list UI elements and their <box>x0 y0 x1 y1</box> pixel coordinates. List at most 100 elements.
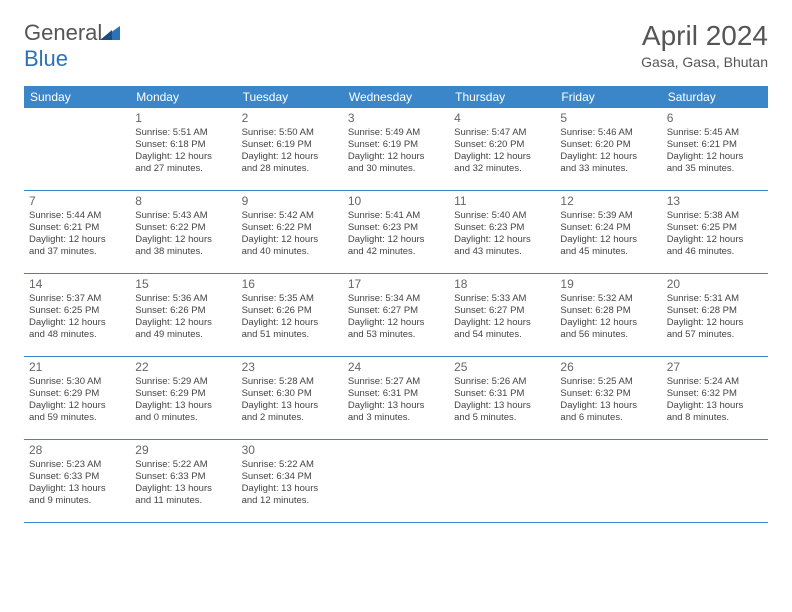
day-detail-line: and 59 minutes. <box>29 412 125 424</box>
day-detail-line: Sunset: 6:32 PM <box>560 388 656 400</box>
day-cell: 15Sunrise: 5:36 AMSunset: 6:26 PMDayligh… <box>130 274 236 356</box>
logo: GeneralBlue <box>24 20 120 72</box>
weekday-header: Saturday <box>662 86 768 108</box>
day-number: 22 <box>135 360 231 375</box>
day-detail-line: Daylight: 12 hours <box>29 317 125 329</box>
day-detail-line: and 30 minutes. <box>348 163 444 175</box>
day-cell: 25Sunrise: 5:26 AMSunset: 6:31 PMDayligh… <box>449 357 555 439</box>
day-cell: 18Sunrise: 5:33 AMSunset: 6:27 PMDayligh… <box>449 274 555 356</box>
day-detail-line: Daylight: 12 hours <box>242 234 338 246</box>
day-number: 28 <box>29 443 125 458</box>
day-detail-line: Sunrise: 5:25 AM <box>560 376 656 388</box>
day-detail-line: Sunrise: 5:22 AM <box>242 459 338 471</box>
day-detail-line: Sunrise: 5:42 AM <box>242 210 338 222</box>
week-row: 7Sunrise: 5:44 AMSunset: 6:21 PMDaylight… <box>24 191 768 274</box>
day-detail-line: Sunrise: 5:51 AM <box>135 127 231 139</box>
day-number: 27 <box>667 360 763 375</box>
day-detail-line: Daylight: 12 hours <box>454 317 550 329</box>
day-detail-line: Sunrise: 5:26 AM <box>454 376 550 388</box>
day-detail-line: Daylight: 12 hours <box>242 317 338 329</box>
day-number: 2 <box>242 111 338 126</box>
day-detail-line: Daylight: 13 hours <box>242 400 338 412</box>
day-number: 9 <box>242 194 338 209</box>
day-cell: 27Sunrise: 5:24 AMSunset: 6:32 PMDayligh… <box>662 357 768 439</box>
day-detail-line: Sunrise: 5:36 AM <box>135 293 231 305</box>
day-number: 11 <box>454 194 550 209</box>
day-number: 16 <box>242 277 338 292</box>
day-number: 29 <box>135 443 231 458</box>
day-number: 7 <box>29 194 125 209</box>
calendar: SundayMondayTuesdayWednesdayThursdayFrid… <box>24 86 768 523</box>
day-detail-line: Sunset: 6:20 PM <box>454 139 550 151</box>
day-detail-line: and 6 minutes. <box>560 412 656 424</box>
day-detail-line: Daylight: 13 hours <box>667 400 763 412</box>
title-block: April 2024 Gasa, Gasa, Bhutan <box>641 20 768 70</box>
day-detail-line: Sunset: 6:29 PM <box>135 388 231 400</box>
day-number: 10 <box>348 194 444 209</box>
day-detail-line: Sunrise: 5:44 AM <box>29 210 125 222</box>
day-detail-line: Sunrise: 5:40 AM <box>454 210 550 222</box>
day-detail-line: Sunset: 6:23 PM <box>348 222 444 234</box>
day-number: 3 <box>348 111 444 126</box>
day-cell: 13Sunrise: 5:38 AMSunset: 6:25 PMDayligh… <box>662 191 768 273</box>
weekday-header: Thursday <box>449 86 555 108</box>
day-number: 15 <box>135 277 231 292</box>
day-cell: 19Sunrise: 5:32 AMSunset: 6:28 PMDayligh… <box>555 274 661 356</box>
day-cell: 2Sunrise: 5:50 AMSunset: 6:19 PMDaylight… <box>237 108 343 190</box>
day-cell <box>24 108 130 190</box>
day-detail-line: Sunrise: 5:47 AM <box>454 127 550 139</box>
day-number: 18 <box>454 277 550 292</box>
day-number: 26 <box>560 360 656 375</box>
day-detail-line: and 27 minutes. <box>135 163 231 175</box>
day-detail-line: Daylight: 12 hours <box>135 234 231 246</box>
week-row: 14Sunrise: 5:37 AMSunset: 6:25 PMDayligh… <box>24 274 768 357</box>
day-detail-line: Sunset: 6:26 PM <box>242 305 338 317</box>
day-detail-line: Daylight: 13 hours <box>242 483 338 495</box>
day-number: 17 <box>348 277 444 292</box>
day-detail-line: Daylight: 12 hours <box>348 317 444 329</box>
day-cell: 8Sunrise: 5:43 AMSunset: 6:22 PMDaylight… <box>130 191 236 273</box>
day-detail-line: and 38 minutes. <box>135 246 231 258</box>
day-detail-line: Sunset: 6:20 PM <box>560 139 656 151</box>
day-detail-line: Sunrise: 5:24 AM <box>667 376 763 388</box>
day-detail-line: Sunrise: 5:41 AM <box>348 210 444 222</box>
day-cell: 12Sunrise: 5:39 AMSunset: 6:24 PMDayligh… <box>555 191 661 273</box>
day-number: 23 <box>242 360 338 375</box>
day-detail-line: Sunrise: 5:45 AM <box>667 127 763 139</box>
day-cell: 7Sunrise: 5:44 AMSunset: 6:21 PMDaylight… <box>24 191 130 273</box>
day-cell <box>343 440 449 522</box>
day-detail-line: Sunset: 6:23 PM <box>454 222 550 234</box>
month-title: April 2024 <box>641 20 768 52</box>
day-detail-line: Sunset: 6:18 PM <box>135 139 231 151</box>
day-detail-line: Daylight: 13 hours <box>454 400 550 412</box>
day-number: 30 <box>242 443 338 458</box>
day-detail-line: Daylight: 12 hours <box>135 317 231 329</box>
day-number: 12 <box>560 194 656 209</box>
day-cell: 17Sunrise: 5:34 AMSunset: 6:27 PMDayligh… <box>343 274 449 356</box>
day-cell <box>555 440 661 522</box>
day-detail-line: Daylight: 12 hours <box>29 400 125 412</box>
day-detail-line: and 35 minutes. <box>667 163 763 175</box>
day-number: 4 <box>454 111 550 126</box>
day-detail-line: and 57 minutes. <box>667 329 763 341</box>
day-detail-line: Sunset: 6:29 PM <box>29 388 125 400</box>
day-detail-line: Sunrise: 5:34 AM <box>348 293 444 305</box>
day-number: 6 <box>667 111 763 126</box>
day-detail-line: Sunset: 6:33 PM <box>135 471 231 483</box>
day-detail-line: Daylight: 12 hours <box>560 234 656 246</box>
day-detail-line: Sunset: 6:24 PM <box>560 222 656 234</box>
day-detail-line: Sunset: 6:27 PM <box>348 305 444 317</box>
day-cell: 21Sunrise: 5:30 AMSunset: 6:29 PMDayligh… <box>24 357 130 439</box>
weekday-header: Friday <box>555 86 661 108</box>
day-detail-line: Daylight: 13 hours <box>135 483 231 495</box>
day-cell <box>449 440 555 522</box>
day-detail-line: and 48 minutes. <box>29 329 125 341</box>
day-cell: 24Sunrise: 5:27 AMSunset: 6:31 PMDayligh… <box>343 357 449 439</box>
day-cell: 14Sunrise: 5:37 AMSunset: 6:25 PMDayligh… <box>24 274 130 356</box>
day-number: 19 <box>560 277 656 292</box>
day-number: 14 <box>29 277 125 292</box>
day-detail-line: Sunrise: 5:23 AM <box>29 459 125 471</box>
day-detail-line: Daylight: 12 hours <box>667 151 763 163</box>
day-cell: 29Sunrise: 5:22 AMSunset: 6:33 PMDayligh… <box>130 440 236 522</box>
day-cell: 11Sunrise: 5:40 AMSunset: 6:23 PMDayligh… <box>449 191 555 273</box>
